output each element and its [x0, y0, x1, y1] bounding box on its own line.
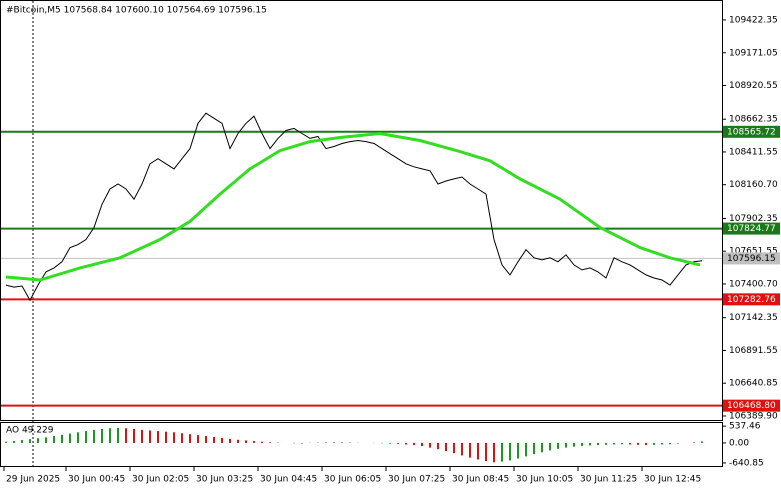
moving-average [5, 131, 701, 282]
ao-tick-label: -640.85 [729, 458, 764, 468]
level-label: 106468.80 [727, 401, 776, 411]
x-tick-label: 29 Jun 2025 [6, 475, 60, 485]
y-tick-label: 107651.55 [729, 247, 778, 257]
x-tick-label: 30 Jun 00:45 [68, 475, 125, 485]
ao-tick-label: 0.00 [729, 438, 749, 448]
y-tick-label: 108160.70 [729, 180, 778, 190]
y-tick-label: 108411.55 [729, 147, 778, 157]
y-tick-label: 106640.85 [729, 379, 778, 389]
level-label: 108565.72 [727, 127, 776, 137]
level-label: 107824.77 [727, 224, 776, 234]
level-tag [723, 252, 780, 265]
x-tick-label: 30 Jun 10:05 [516, 475, 573, 485]
x-tick-label: 30 Jun 11:25 [580, 475, 637, 485]
y-tick-label: 106389.90 [729, 411, 778, 421]
x-tick-label: 30 Jun 06:05 [324, 475, 381, 485]
price-line [5, 112, 703, 302]
x-tick-label: 30 Jun 02:05 [132, 475, 189, 485]
y-tick-label: 108662.35 [729, 115, 778, 125]
y-tick-label: 108920.55 [729, 81, 778, 91]
ao-tick-label: 537.46 [729, 422, 761, 432]
ao-panel [0, 422, 723, 467]
level-label: 107596.15 [727, 254, 776, 264]
y-tick-label: 109422.35 [729, 15, 778, 25]
main-panel [0, 0, 723, 421]
x-tick-label: 30 Jun 12:45 [644, 475, 701, 485]
level-tag [723, 125, 780, 138]
y-tick-label: 107142.35 [729, 313, 778, 323]
x-tick-label: 30 Jun 04:45 [260, 475, 317, 485]
y-tick-label: 107902.35 [729, 214, 778, 224]
x-tick-label: 30 Jun 08:45 [452, 475, 509, 485]
level-tag [723, 399, 780, 412]
x-tick-label: 30 Jun 03:25 [196, 475, 253, 485]
level-label: 107282.76 [727, 295, 776, 305]
y-tick-label: 106891.55 [729, 346, 778, 356]
x-tick-label: 30 Jun 07:25 [388, 475, 445, 485]
level-tag [723, 222, 780, 235]
level-tag [723, 293, 780, 306]
chart-title: #Bitcoin,M5 107568.84 107600.10 107564.6… [6, 6, 267, 16]
y-tick-label: 107400.70 [729, 279, 778, 289]
ao-title: AO 49.229 [6, 426, 54, 436]
y-tick-label: 109171.05 [729, 48, 778, 58]
